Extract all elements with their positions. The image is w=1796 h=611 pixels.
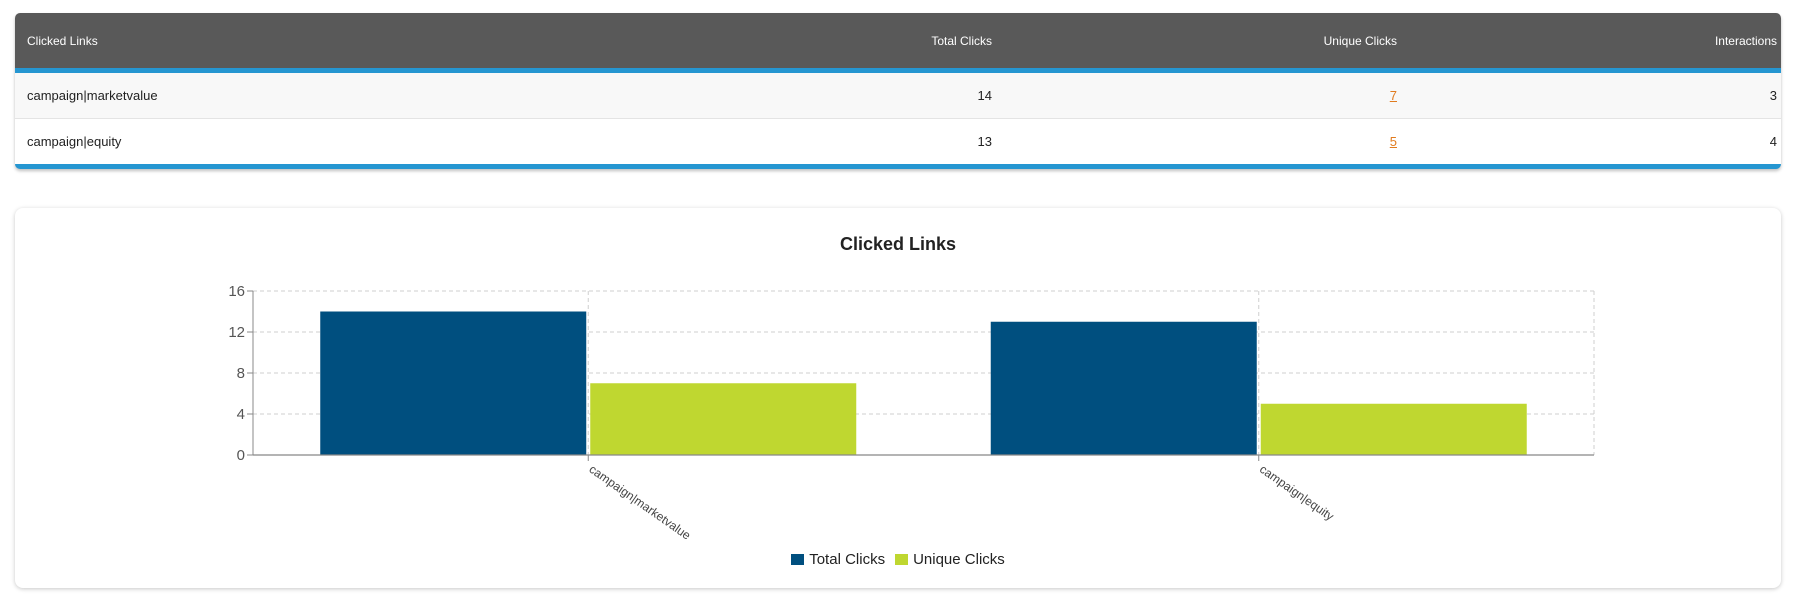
- chart-title: Clicked Links: [839, 234, 957, 254]
- bar-total-clicks: [320, 311, 587, 455]
- legend-label-unique: Unique Clicks: [913, 551, 1005, 568]
- legend-swatch-unique: [895, 554, 909, 565]
- y-tick-label: 0: [237, 447, 245, 464]
- legend-label-total: Total Clicks: [809, 551, 886, 568]
- clicked-links-table: Clicked Links Total Clicks Unique Clicks…: [15, 13, 1781, 169]
- legend-item-total-clicks[interactable]: Total Clicks: [791, 551, 885, 568]
- cell-interactions: 4: [1769, 134, 1777, 149]
- unique-clicks-link[interactable]: 5: [1389, 134, 1397, 149]
- bar-chart: 0 4 8 12 16 campaign|marketvalue campaign|equi…: [228, 283, 1595, 543]
- chart-legend: Total Clicks Unique Clicks: [15, 551, 1781, 568]
- chart-card: Clicked Links 0 4 8 12 16 campaign|marketvalu…: [15, 208, 1781, 588]
- table-row: campaign|equity 13 5 4: [15, 119, 1781, 164]
- cell-total-clicks: 14: [977, 88, 992, 103]
- legend-item-unique-clicks[interactable]: Unique Clicks: [895, 551, 1005, 568]
- header-clicked-links[interactable]: Clicked Links: [27, 33, 98, 48]
- legend-swatch-total: [791, 554, 805, 565]
- bar-unique-clicks: [590, 383, 857, 455]
- bar-total-clicks: [990, 321, 1257, 455]
- cell-link: campaign|equity: [27, 134, 122, 149]
- cell-interactions: 3: [1769, 88, 1777, 103]
- bar-unique-clicks: [1260, 403, 1527, 455]
- header-total-clicks[interactable]: Total Clicks: [931, 33, 992, 48]
- y-tick-label: 8: [237, 365, 245, 382]
- table-header: Clicked Links Total Clicks Unique Clicks…: [15, 13, 1781, 73]
- header-unique-clicks[interactable]: Unique Clicks: [1323, 33, 1397, 48]
- cell-link: campaign|marketvalue: [27, 88, 158, 103]
- header-interactions[interactable]: Interactions: [1714, 33, 1777, 48]
- x-tick-label: campaign|marketvalue: [587, 462, 694, 543]
- y-tick-label: 4: [237, 406, 245, 423]
- cell-total-clicks: 13: [977, 134, 992, 149]
- x-tick-label: campaign|equity: [1257, 462, 1336, 523]
- y-tick-label: 12: [228, 324, 245, 341]
- table-row: campaign|marketvalue 14 7 3: [15, 73, 1781, 119]
- unique-clicks-link[interactable]: 7: [1389, 88, 1397, 103]
- y-tick-label: 16: [228, 283, 245, 300]
